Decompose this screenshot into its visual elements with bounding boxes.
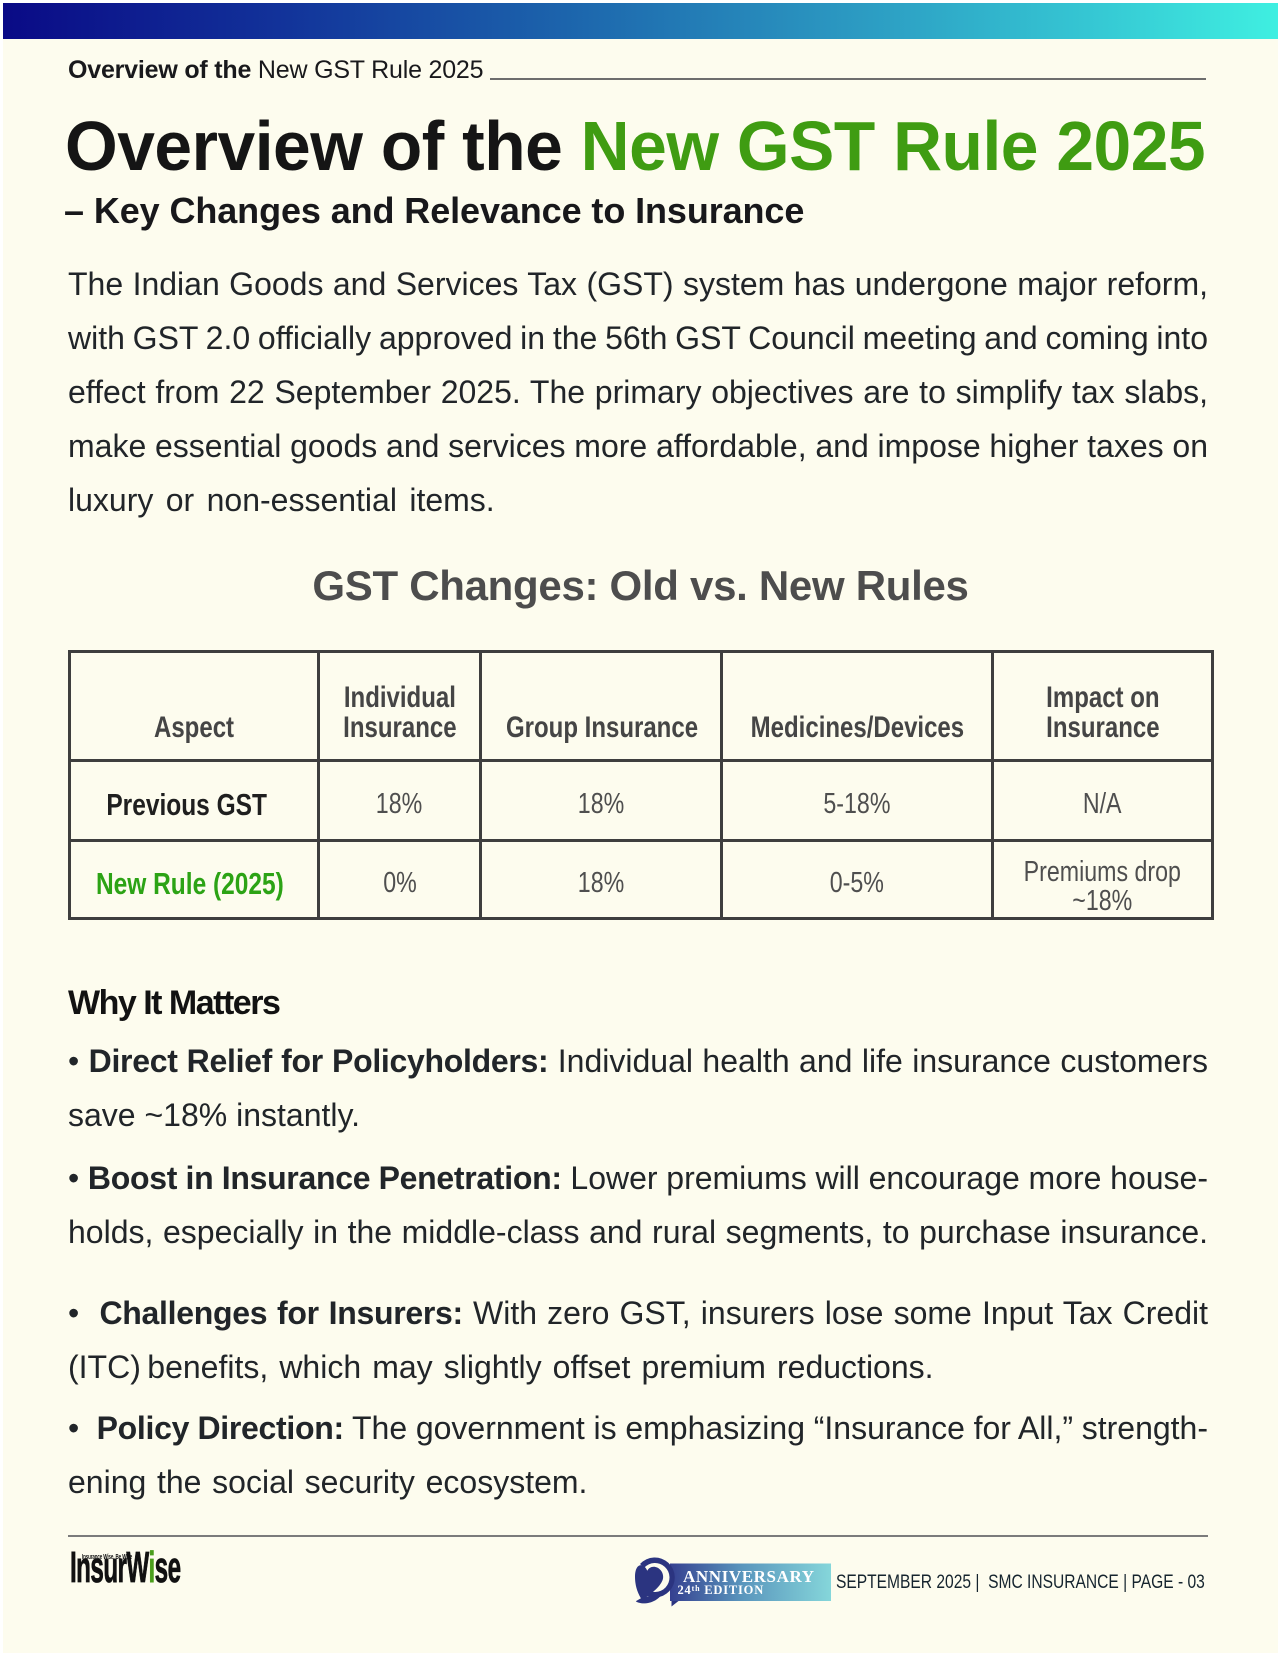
svg-text:24th EDITION: 24th EDITION: [678, 1583, 765, 1597]
svg-text:ANNIVERSARY: ANNIVERSARY: [683, 1567, 815, 1586]
